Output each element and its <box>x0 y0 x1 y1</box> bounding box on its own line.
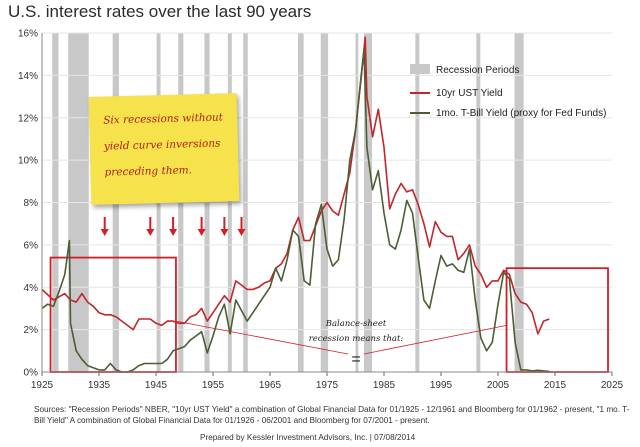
y-tick-label-1: 2% <box>24 325 39 336</box>
note-line-1: Six recessions without <box>103 111 224 127</box>
down-arrow-head-0 <box>100 229 109 236</box>
x-tick-label-1: 1935 <box>88 380 111 391</box>
legend: Recession Periods 10yr UST Yield 1mo. T-… <box>410 64 606 119</box>
x-tick-label-10: 2025 <box>601 380 624 391</box>
down-arrow-head-1 <box>146 229 155 236</box>
y-tick-label-8: 16% <box>18 29 38 40</box>
balance-sheet-annotation: Balance-sheet recession means that: = <box>175 319 507 368</box>
x-tick-label-4: 1965 <box>259 380 282 391</box>
balance-sheet-text-line-2: recession means that: <box>309 334 404 344</box>
sticky-note: Six recessions without yield curve inver… <box>88 93 240 205</box>
down-arrow-head-5 <box>237 229 246 236</box>
y-tick-label-2: 4% <box>24 283 39 294</box>
equals-sign: = <box>351 351 360 368</box>
down-arrow-3 <box>197 217 206 236</box>
connector-line-left <box>175 320 349 355</box>
down-arrow-4 <box>220 217 229 236</box>
legend-swatch-recession <box>410 64 430 74</box>
y-tick-label-3: 6% <box>24 240 39 251</box>
x-tick-label-6: 1985 <box>373 380 396 391</box>
prepared-by: Prepared by Kessler Investment Advisors,… <box>200 433 416 442</box>
x-tick-label-7: 1995 <box>430 380 453 391</box>
down-arrow-1 <box>146 217 155 236</box>
y-tick-label-6: 12% <box>18 113 38 124</box>
x-tick-label-0: 1925 <box>31 380 54 391</box>
x-tick-label-5: 1975 <box>316 380 339 391</box>
down-arrow-head-2 <box>169 229 178 236</box>
balance-sheet-text-line-1: Balance-sheet <box>325 319 387 329</box>
y-tick-label-7: 14% <box>18 71 38 82</box>
note-line-3: preceding them. <box>104 164 193 179</box>
down-arrow-5 <box>237 217 246 236</box>
connector-line-right <box>363 324 507 355</box>
x-tick-label-2: 1945 <box>145 380 168 391</box>
x-tick-label-3: 1955 <box>202 380 225 391</box>
legend-label-recession: Recession Periods <box>436 65 519 76</box>
axes: 0% 2% 4% 6% 8% 10% 12% 14% 16% 1925 1935 1945 1955 19… <box>18 29 624 392</box>
down-arrow-head-4 <box>220 229 229 236</box>
legend-label-tbill: 1mo. T-Bill Yield (proxy for Fed Funds) <box>436 108 606 119</box>
note-line-2: yield curve inversions <box>103 137 221 153</box>
down-arrow-0 <box>100 217 109 236</box>
recession-arrows <box>100 217 246 236</box>
series-line-0 <box>41 36 550 335</box>
y-tick-label-5: 10% <box>18 156 38 167</box>
sources-footer: Sources: "Recession Periods" NBER, "10yr… <box>34 405 630 425</box>
down-arrow-head-3 <box>197 229 206 236</box>
down-arrow-2 <box>169 217 178 236</box>
legend-label-10yr: 10yr UST Yield <box>436 88 503 99</box>
y-tick-label-4: 8% <box>24 198 39 209</box>
x-tick-label-9: 2015 <box>544 380 567 391</box>
y-tick-label-0: 0% <box>24 368 39 379</box>
chart-title: U.S. interest rates over the last 90 yea… <box>8 2 312 21</box>
annotation-boxes <box>49 256 609 373</box>
x-tick-label-8: 2005 <box>487 380 510 391</box>
